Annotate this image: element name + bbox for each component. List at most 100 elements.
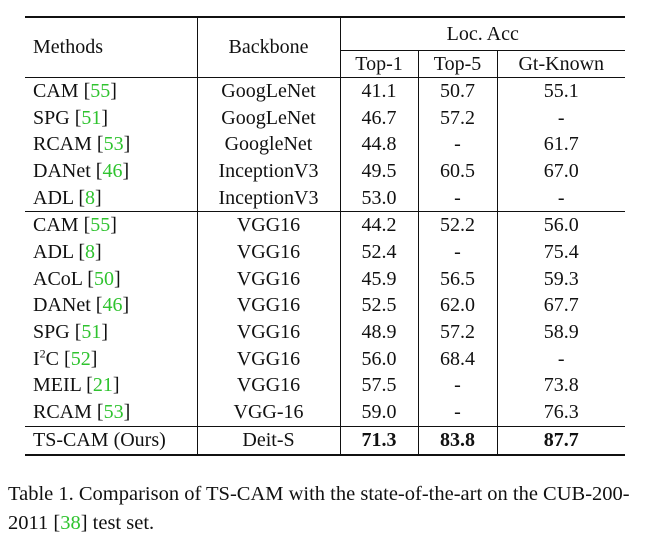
top1-cell: 53.0 xyxy=(340,184,419,212)
backbone-cell: VGG16 xyxy=(197,319,341,346)
method-name: CAM xyxy=(33,79,79,102)
header-top1: Top-1 xyxy=(340,50,419,78)
header-gt-known: Gt-Known xyxy=(497,50,626,78)
caption-text-end: test set. xyxy=(87,512,155,534)
header-loc-acc: Loc. Acc xyxy=(340,16,626,51)
method-name: MEIL xyxy=(33,374,82,397)
gt-known-cell: 67.7 xyxy=(543,294,579,317)
gt-known-cell: 56.0 xyxy=(497,211,626,240)
top1-cell: 46.7 xyxy=(340,104,419,132)
method-name: CAM xyxy=(33,214,79,237)
method-name: RCAM xyxy=(33,401,92,424)
method-name: DANet xyxy=(33,159,91,182)
table-row: RCAM [53] VGG-16 59.0 - 76.3 xyxy=(25,399,625,427)
top1-cell: 52.4 xyxy=(340,239,419,266)
header-methods: Methods xyxy=(25,16,198,78)
top5-cell: 83.8 xyxy=(418,425,498,456)
gt-known-cell: 87.7 xyxy=(497,425,626,456)
table-row: SPG [51] VGG16 48.9 57.2 58.9 xyxy=(25,319,625,346)
method-name: TS-CAM (Ours) xyxy=(25,425,198,456)
top1-cell: 49.5 xyxy=(340,158,419,185)
caption-text: Table 1. Comparison of TS-CAM with the s… xyxy=(8,483,630,534)
backbone-cell: GoogLeNet xyxy=(197,77,341,105)
backbone-cell: Deit-S xyxy=(197,425,341,456)
citation-link[interactable]: 55 xyxy=(90,79,111,102)
top5-cell: - xyxy=(418,184,498,212)
citation-link[interactable]: 21 xyxy=(92,374,113,397)
gt-known-cell: - xyxy=(557,347,565,370)
top1-cell: 44.8 xyxy=(340,131,419,159)
backbone-cell: VGG-16 xyxy=(197,399,341,427)
citation-link[interactable]: 46 xyxy=(102,294,123,317)
top5-cell: 57.2 xyxy=(418,319,498,346)
top1-cell: 45.9 xyxy=(340,265,419,293)
gt-known-cell: 76.3 xyxy=(543,401,579,424)
top5-cell: 52.2 xyxy=(418,211,498,240)
gt-known-cell: 75.4 xyxy=(543,240,579,263)
results-table-container: Methods Backbone Loc. Acc Top-1 Top-5 Gt… xyxy=(25,16,626,456)
table-caption: Table 1. Comparison of TS-CAM with the s… xyxy=(8,483,630,534)
backbone-cell: VGG16 xyxy=(197,292,341,320)
citation-link[interactable]: 46 xyxy=(102,159,123,182)
top5-cell: 60.5 xyxy=(418,158,498,185)
citation-link[interactable]: 51 xyxy=(81,321,102,344)
method-name: I xyxy=(33,347,40,370)
backbone-cell: VGG16 xyxy=(197,345,341,373)
method-name: DANet xyxy=(33,294,91,317)
backbone-cell: VGG16 xyxy=(197,265,341,293)
top5-cell: 50.7 xyxy=(418,77,498,105)
gt-known-cell: 55.1 xyxy=(543,79,579,102)
table-row: DANet [46] VGG16 52.5 62.0 67.7 xyxy=(25,292,625,320)
gt-known-cell: 67.0 xyxy=(543,159,579,182)
method-name: ACoL xyxy=(33,267,83,290)
top1-cell: 59.0 xyxy=(340,399,419,427)
top5-cell: 57.2 xyxy=(418,104,498,132)
citation-link[interactable]: 55 xyxy=(90,214,111,237)
table-row: RCAM [53] GoogleNet 44.8 - 61.7 xyxy=(25,131,625,159)
top5-cell: - xyxy=(418,372,498,400)
table-row: CAM [55] VGG16 44.2 52.2 56.0 xyxy=(25,211,626,240)
results-table: Methods Backbone Loc. Acc Top-1 Top-5 Gt… xyxy=(25,16,626,456)
backbone-cell: VGG16 xyxy=(197,239,341,266)
header-top5: Top-5 xyxy=(418,50,498,78)
gt-known-cell: - xyxy=(557,186,565,209)
table-row: ADL [8] InceptionV3 53.0 - - xyxy=(25,184,625,212)
backbone-cell: VGG16 xyxy=(197,211,341,240)
header-backbone: Backbone xyxy=(197,16,341,78)
top5-cell: - xyxy=(418,399,498,427)
citation-link[interactable]: 8 xyxy=(85,240,96,263)
table-row: DANet [46] InceptionV3 49.5 60.5 67.0 xyxy=(25,158,625,185)
table-row: I2C [52] VGG16 56.0 68.4 - xyxy=(25,345,625,373)
top1-cell: 56.0 xyxy=(340,345,419,373)
backbone-cell: InceptionV3 xyxy=(197,184,341,212)
citation-link[interactable]: 53 xyxy=(103,133,124,156)
top5-cell: - xyxy=(418,239,498,266)
backbone-cell: VGG16 xyxy=(197,372,341,400)
citation-link[interactable]: 8 xyxy=(85,186,96,209)
method-name: RCAM xyxy=(33,133,92,156)
table-row: ACoL [50] VGG16 45.9 56.5 59.3 xyxy=(25,265,625,293)
gt-known-cell: - xyxy=(557,106,565,129)
top1-cell: 48.9 xyxy=(340,319,419,346)
table-row: SPG [51] GoogLeNet 46.7 57.2 - xyxy=(25,104,625,132)
citation-link[interactable]: 53 xyxy=(103,401,124,424)
top1-cell: 52.5 xyxy=(340,292,419,320)
top1-cell: 57.5 xyxy=(340,372,419,400)
method-name: ADL xyxy=(33,240,74,263)
gt-known-cell: 59.3 xyxy=(543,267,579,290)
table-row: CAM [55] GoogLeNet 41.1 50.7 55.1 xyxy=(25,77,625,105)
citation-link[interactable]: 51 xyxy=(81,106,102,129)
method-name: SPG xyxy=(33,106,70,129)
method-name-suffix: C xyxy=(45,347,60,370)
top1-cell: 44.2 xyxy=(340,211,419,240)
citation-link[interactable]: 38 xyxy=(60,512,81,534)
gt-known-cell: 61.7 xyxy=(543,133,579,156)
table-row-ours: TS-CAM (Ours) Deit-S 71.3 83.8 87.7 xyxy=(25,425,626,456)
citation-link[interactable]: 50 xyxy=(93,267,114,290)
top5-cell: - xyxy=(418,131,498,159)
top5-cell: 62.0 xyxy=(418,292,498,320)
citation-link[interactable]: 52 xyxy=(70,347,91,370)
top5-cell: 56.5 xyxy=(418,265,498,293)
table-row: ADL [8] VGG16 52.4 - 75.4 xyxy=(25,239,625,266)
method-superscript: 2 xyxy=(39,346,46,361)
